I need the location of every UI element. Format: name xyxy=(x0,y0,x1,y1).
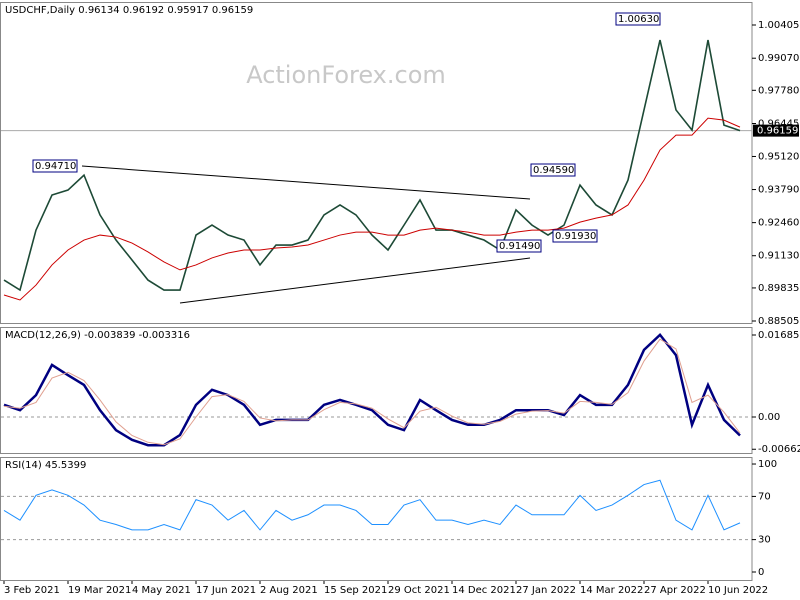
y-tick-label: 0.99070 xyxy=(758,53,799,64)
annotation: 0.91930 xyxy=(555,231,596,242)
y-tick-label: 0.89835 xyxy=(758,283,799,294)
y-tick-label: 0.91130 xyxy=(758,251,799,262)
annotation: 0.91490 xyxy=(499,241,540,252)
y-tick-label: -0.006629 xyxy=(758,444,800,455)
y-tick-label: 0.97780 xyxy=(758,85,799,96)
annotation-box xyxy=(552,229,598,243)
y-tick-label: 0.95120 xyxy=(758,151,799,162)
y-tick-label: 0.016856 xyxy=(758,330,800,341)
series-line xyxy=(3,117,741,301)
x-tick-label: 4 May 2021 xyxy=(132,585,191,596)
x-tick-label: 19 Mar 2021 xyxy=(68,585,131,596)
last-price-label: 0.96159 xyxy=(757,126,798,137)
panel xyxy=(0,457,753,581)
trend-line xyxy=(179,257,531,304)
annotation: 0.94710 xyxy=(35,161,76,172)
annotation-box xyxy=(615,12,661,26)
annotation-box xyxy=(496,239,542,253)
x-tick-label: 14 Dec 2021 xyxy=(452,585,516,596)
x-tick-label: 15 Sep 2021 xyxy=(324,585,387,596)
y-tick-label: 30 xyxy=(758,535,771,546)
annotation-box xyxy=(32,159,78,173)
y-tick-label: 100 xyxy=(758,459,777,470)
panel xyxy=(0,2,753,324)
x-tick-label: 2 Aug 2021 xyxy=(260,585,318,596)
y-tick-label: 0.93790 xyxy=(758,185,799,196)
x-tick-label: 10 Jun 2022 xyxy=(708,585,768,596)
last-price-box xyxy=(753,124,799,137)
panel-title: MACD(12,26,9) -0.003839 -0.003316 xyxy=(5,330,190,341)
series-line xyxy=(3,338,741,446)
y-tick-label: 0.00 xyxy=(758,412,780,423)
series-line xyxy=(3,332,741,447)
y-tick-label: 0.92460 xyxy=(758,218,799,229)
y-tick-label: 1.00405 xyxy=(758,20,799,31)
annotation-box xyxy=(530,163,576,177)
panel-title: RSI(14) 45.5399 xyxy=(5,460,86,471)
panel xyxy=(0,327,753,454)
x-tick-label: 27 Apr 2022 xyxy=(644,585,706,596)
annotation: 1.00630 xyxy=(618,14,659,25)
x-tick-label: 3 Feb 2021 xyxy=(4,585,60,596)
panel-title: USDCHF,Daily 0.96134 0.96192 0.95917 0.9… xyxy=(5,5,253,16)
trend-line xyxy=(81,165,531,200)
x-tick-label: 27 Jan 2022 xyxy=(516,585,576,596)
y-tick-label: 0 xyxy=(758,567,764,578)
annotation: 0.94590 xyxy=(533,165,574,176)
x-tick-label: 17 Jun 2021 xyxy=(196,585,256,596)
x-tick-label: 29 Oct 2021 xyxy=(388,585,450,596)
y-tick-label: 70 xyxy=(758,491,771,502)
y-tick-label: 0.88505 xyxy=(758,316,799,327)
y-tick-label: 0.96445 xyxy=(758,119,799,130)
watermark: ActionForex.com xyxy=(246,61,446,89)
series-line xyxy=(3,39,741,292)
x-tick-label: 14 Mar 2022 xyxy=(580,585,643,596)
series-line xyxy=(3,479,741,531)
